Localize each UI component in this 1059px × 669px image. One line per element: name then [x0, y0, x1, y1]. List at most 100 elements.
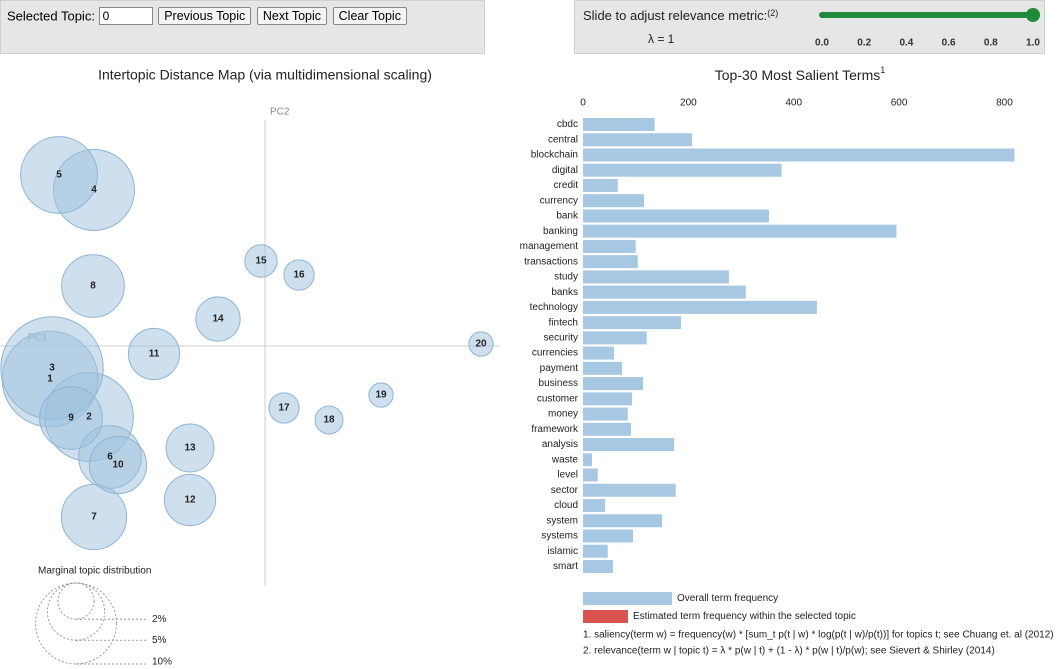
x-tick-label: 800	[996, 98, 1013, 109]
term-label: cbdc	[557, 119, 578, 130]
bar	[583, 239, 636, 253]
topic-circle[interactable]	[244, 244, 278, 278]
term-label: banking	[543, 226, 578, 237]
lambda-label: λ = 1	[648, 32, 675, 46]
topic-circle[interactable]	[368, 382, 394, 408]
term-label: customer	[537, 393, 579, 404]
slider-label-note: (2)	[767, 8, 778, 18]
term-label: study	[554, 272, 578, 283]
topic-circle[interactable]	[268, 392, 300, 424]
topic-label: 20	[475, 339, 487, 350]
bar	[583, 499, 606, 512]
slider-tick-label: 0.2	[857, 38, 871, 49]
bar	[583, 422, 631, 436]
term-label: credit	[554, 180, 579, 191]
next-topic-button[interactable]: Next Topic	[256, 7, 328, 25]
topic-label: 9	[68, 413, 74, 424]
topic-label: 14	[212, 314, 224, 325]
term-label: waste	[551, 454, 579, 465]
term-label: currency	[540, 195, 578, 206]
term-label: analysis	[542, 439, 578, 450]
footnote: 2. relevance(term w | topic t) = λ * p(w…	[583, 646, 995, 657]
x-tick-label: 0	[580, 98, 586, 109]
topic-label: 19	[375, 390, 387, 401]
size-legend-circle	[57, 582, 95, 620]
topic-map-title: Intertopic Distance Map (via multidimens…	[98, 67, 432, 83]
chart-title-text: Top-30 Most Salient Terms	[715, 67, 880, 83]
bar	[583, 148, 1015, 162]
bar	[583, 194, 645, 208]
bar	[583, 483, 676, 497]
bar	[583, 468, 598, 482]
term-label: management	[520, 241, 579, 252]
topic-circle[interactable]	[20, 136, 98, 214]
term-label: bank	[556, 211, 579, 222]
topic-circle[interactable]	[195, 296, 241, 342]
clear-topic-button[interactable]: Clear Topic	[332, 7, 407, 25]
topic-label: 18	[323, 415, 335, 426]
footnote: 1. saliency(term w) = frequency(w) * [su…	[583, 630, 1054, 641]
topic-label: 17	[278, 403, 290, 414]
topic-label: 6	[107, 452, 113, 463]
topic-label: 5	[56, 170, 62, 181]
term-label: fintech	[549, 317, 578, 328]
topic-label: 11	[149, 349, 160, 360]
term-label: security	[544, 333, 578, 344]
previous-topic-button[interactable]: Previous Topic	[158, 7, 252, 25]
bar	[583, 224, 897, 238]
term-label: systems	[541, 531, 578, 542]
topic-circle[interactable]	[127, 327, 181, 381]
term-label: transactions	[524, 256, 578, 267]
term-label: level	[557, 470, 578, 481]
x-tick-label: 600	[891, 98, 908, 109]
selected-topic-input[interactable]: 0	[98, 7, 153, 25]
topic-circle[interactable]	[88, 435, 148, 495]
bar	[583, 285, 746, 299]
topic-label: 3	[49, 363, 55, 374]
bar	[583, 559, 614, 573]
topic-circle[interactable]	[163, 473, 217, 527]
bar	[583, 438, 675, 452]
term-label: central	[548, 134, 578, 145]
term-label: blockchain	[531, 150, 578, 161]
topic-label: 10	[112, 460, 124, 471]
bar	[583, 407, 628, 421]
bar	[583, 133, 693, 147]
slider-tick-label: 0.6	[942, 38, 956, 49]
chart-title-note: 1	[880, 65, 885, 75]
topic-circle[interactable]	[39, 386, 103, 450]
topic-circle[interactable]	[165, 423, 215, 473]
term-label: framework	[531, 424, 579, 435]
bar	[583, 392, 632, 406]
slider-label: Slide to adjust relevance metric:(2)	[583, 8, 778, 23]
term-label: banks	[551, 287, 578, 298]
topic-circle[interactable]	[314, 405, 344, 435]
term-label: currencies	[532, 348, 578, 359]
term-label: system	[546, 515, 578, 526]
bar	[583, 514, 663, 528]
topic-label: 4	[91, 185, 97, 196]
topic-circle[interactable]	[61, 254, 125, 318]
topic-circle[interactable]	[283, 259, 315, 291]
topic-circle[interactable]	[468, 331, 494, 357]
topic-circle[interactable]	[60, 483, 128, 551]
topic-label: 7	[91, 512, 97, 523]
size-legend-label: 5%	[152, 635, 167, 646]
term-label: smart	[553, 561, 578, 572]
bar	[583, 163, 782, 177]
bar	[583, 209, 769, 223]
bar	[583, 331, 647, 345]
slider-handle[interactable]	[1026, 8, 1040, 22]
topic-controls: Selected Topic: 0 Previous Topic Next To…	[0, 0, 485, 54]
x-tick-label: 200	[680, 98, 697, 109]
slider-tick-label: 0.8	[984, 38, 998, 49]
bar	[583, 255, 638, 269]
bar	[583, 270, 729, 284]
slider-label-text: Slide to adjust relevance metric:	[583, 8, 767, 23]
bar	[583, 316, 681, 330]
size-legend-label: 10%	[152, 657, 172, 668]
bar	[583, 118, 655, 131]
bar	[583, 529, 634, 543]
pc2-label: PC2	[270, 107, 290, 118]
